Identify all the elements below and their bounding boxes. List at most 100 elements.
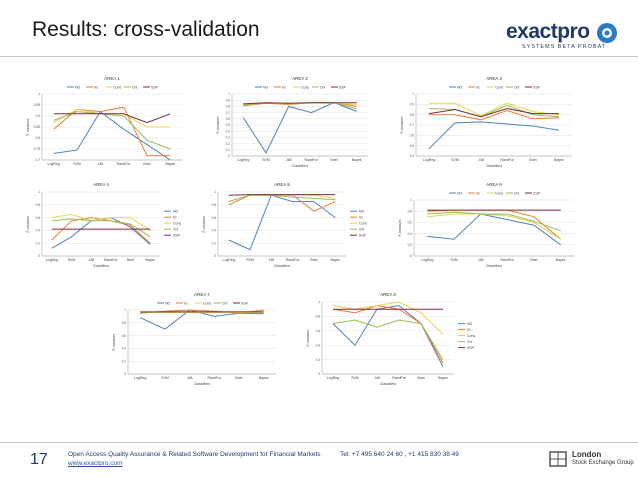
lse-name-line2: Stock Exchange Group <box>572 460 634 466</box>
legend-label-ig: IG <box>173 216 177 220</box>
y-tick-label: 0 <box>214 254 216 258</box>
legend-label-no: NO <box>165 302 171 306</box>
legend-label-no: NO <box>75 86 81 90</box>
legend-label-chi: Chi <box>514 192 519 196</box>
y-tick-label: 1 <box>318 300 320 304</box>
y-axis-label: F-measure <box>306 329 310 346</box>
series-line-cons <box>53 108 171 128</box>
x-axis-label: Classifiers <box>274 264 290 268</box>
legend-label-cons: Cons <box>467 334 475 338</box>
legend-label-chi: Chi <box>359 228 364 232</box>
series-line-ig <box>429 109 560 121</box>
x-tick-label: Bnet <box>529 158 536 162</box>
series-line-ig <box>228 194 336 212</box>
series-line-chi <box>53 111 171 150</box>
chart-area-7: AREA 7 NO IG Cons Chi SSP 0 0.2 0.4 0.6 0.8 1 F-meas… <box>110 290 282 390</box>
legend-label-ssp: SSP <box>173 234 181 238</box>
y-tick-label: 0.9 <box>226 98 231 102</box>
legend-label-no: NO <box>359 210 365 214</box>
series-line-no <box>427 213 561 246</box>
legend-label-cons: Cons <box>203 302 211 306</box>
chart-area-3: AREA 3 NO IG Cons Chi SSP 0.4 0.5 0.6 0.7 0.8 0.9 1 F… <box>398 74 578 172</box>
chart-title: AREA 8 <box>380 292 396 297</box>
x-axis-label: Classifiers <box>93 264 109 268</box>
chart-area-2: AREA 2 NO IG Cons Chi SSP 0 0.1 0.2 0.3 0.4 0.5 0.6 0… <box>214 74 374 172</box>
legend-label-ssp: SSP <box>359 234 367 238</box>
x-tick-label: Bnet <box>310 258 317 262</box>
y-tick-label: 0 <box>410 254 412 258</box>
x-axis-label: Classifiers <box>194 382 210 386</box>
y-tick-label: 0.5 <box>410 144 415 148</box>
y-tick-label: 1 <box>214 190 216 194</box>
series-line-ssp <box>228 194 336 196</box>
chart-title: AREA 7 <box>194 292 210 297</box>
series-line-no <box>428 121 560 150</box>
y-tick-label: 1 <box>410 198 412 202</box>
x-tick-label: RandFor <box>392 376 406 380</box>
y-tick-label: 0 <box>228 154 230 158</box>
y-tick-label: 0.8 <box>36 203 41 207</box>
legend-label-ssp: SSP <box>339 86 347 90</box>
chart-svg: AREA 5 NO IG Cons Chi SSP 0 0.2 0.4 0.6 0.8 1 F-meas… <box>202 182 367 268</box>
x-tick-label: Bnet <box>530 258 537 262</box>
y-tick-label: 0.2 <box>122 359 127 363</box>
y-tick-label: 0.8 <box>226 105 231 109</box>
page-title: Results: cross-validation <box>32 18 260 41</box>
legend-label-ig: IG <box>467 328 471 332</box>
lse-crest-icon <box>549 451 567 467</box>
series-line-chi <box>51 218 151 238</box>
x-axis-label: Classifiers <box>380 382 396 386</box>
y-tick-label: 0.8 <box>410 113 415 117</box>
x-tick-label: J48 <box>286 158 292 162</box>
series-line-ig <box>332 305 444 364</box>
x-axis-label: Classifiers <box>486 264 502 268</box>
y-tick-label: 0.6 <box>316 329 321 333</box>
legend-label-chi: Chi <box>514 86 519 90</box>
x-tick-label: SVM <box>73 162 81 166</box>
x-tick-label: Bayes <box>330 258 340 262</box>
series-line-chi <box>428 104 560 118</box>
legend-label-ssp: SSP <box>467 346 475 350</box>
legend-label-no: NO <box>467 322 473 326</box>
series-line-cons <box>427 213 561 240</box>
lse-name-line1: London <box>572 450 602 459</box>
chart-svg: AREA 2 NO IG Cons Chi SSP 0 0.1 0.2 0.3 0.4 0.5 0.6 0… <box>216 76 368 168</box>
y-tick-label: 0.1 <box>226 148 231 152</box>
footer-divider <box>0 442 638 443</box>
exactpro-logo: exactpro SYSTEMS BETA PROBAT <box>506 18 618 52</box>
header-divider <box>0 56 638 57</box>
chart-svg: AREA 6 NO IG Cons Chi SSP 0 0.2 0.4 0.6 0.8 1 F-meas… <box>398 182 574 268</box>
x-tick-label: SVM <box>450 258 458 262</box>
x-tick-label: J48 <box>478 158 484 162</box>
y-tick-label: 0.8 <box>212 203 217 207</box>
x-tick-label: RandFor <box>104 258 118 262</box>
x-tick-label: Bnet <box>143 162 150 166</box>
x-tick-label: RandFor <box>500 158 514 162</box>
y-tick-label: 0.85 <box>34 125 40 129</box>
footer-website-link[interactable]: www.exactpro.com <box>68 460 123 467</box>
x-tick-label: SVM <box>351 376 359 380</box>
chart-title: AREA 1 <box>104 76 120 81</box>
legend-label-ig: IG <box>476 192 480 196</box>
y-tick-label: 0.75 <box>34 147 40 151</box>
footer-contact: Tel: +7 495 640 24 60 , +1 415 830 38 49 <box>340 451 459 458</box>
series-line-cons <box>429 102 560 117</box>
legend-label-chi: Chi <box>222 302 227 306</box>
x-tick-label: LogReg <box>46 258 58 262</box>
x-tick-label: Bayes <box>145 258 155 262</box>
legend-label-cons: Cons <box>173 222 181 226</box>
legend-label-ssp: SSP <box>241 302 249 306</box>
y-axis-label: F-measure <box>202 215 206 232</box>
y-tick-label: 0.95 <box>34 103 40 107</box>
x-tick-label: SVM <box>161 376 169 380</box>
y-axis-label: F-measure <box>26 118 30 135</box>
x-tick-label: SVM <box>262 158 270 162</box>
y-tick-label: 0.8 <box>316 315 321 319</box>
legend-label-ssp: SSP <box>533 86 541 90</box>
y-tick-label: 0 <box>124 372 126 376</box>
legend-label-ig: IG <box>476 86 480 90</box>
series-line-no <box>332 305 444 368</box>
y-tick-label: 0.8 <box>122 321 127 325</box>
y-tick-label: 0.7 <box>36 158 41 162</box>
y-tick-label: 0.7 <box>410 123 415 127</box>
